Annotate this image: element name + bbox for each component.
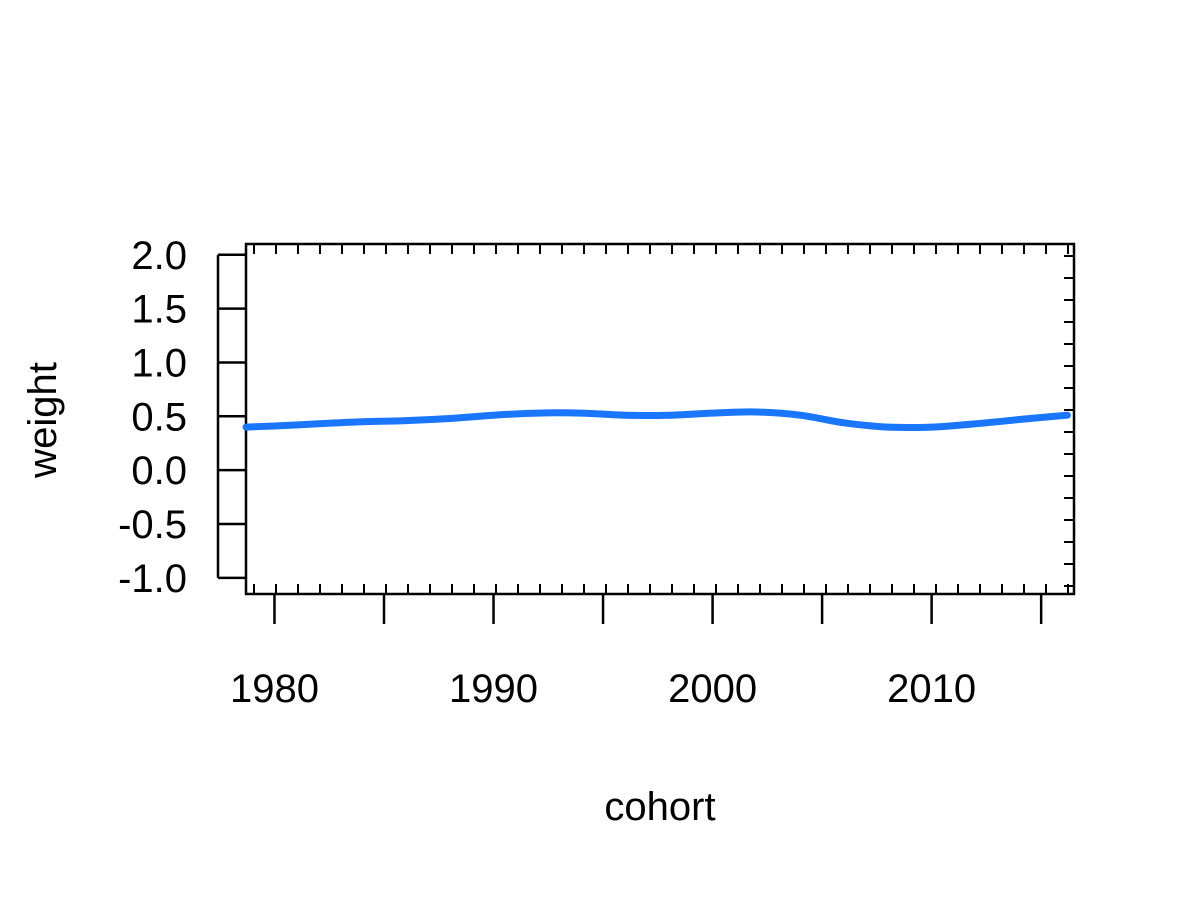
y-tick-label: 1.5	[131, 288, 187, 332]
minor-ticks-bottom	[253, 584, 1069, 594]
y-tick-label: 0.5	[131, 395, 187, 439]
x-tick-label: 2010	[887, 667, 976, 711]
x-axis-label: cohort	[604, 785, 715, 829]
x-axis: 1980 1990 2000 2010	[230, 594, 1043, 711]
series-layer	[242, 408, 1071, 432]
plot-frame	[244, 242, 1076, 596]
x-tick-label: 1990	[449, 667, 538, 711]
y-axis: -1.0 -0.5 0.0 0.5 1.0 1.5 2.0	[118, 234, 246, 601]
y-tick-label: -1.0	[118, 557, 187, 601]
minor-ticks-top	[253, 244, 1069, 254]
y-axis-label: weight	[21, 362, 65, 479]
y-tick-label: -0.5	[118, 503, 187, 547]
x-tick-label: 2000	[668, 667, 757, 711]
x-tick-label: 1980	[230, 667, 319, 711]
series-line	[242, 408, 1071, 432]
y-tick-label: 1.0	[131, 341, 187, 385]
y-tick-label: 2.0	[131, 234, 187, 278]
minor-ticks-right	[1064, 255, 1074, 587]
y-tick-label: 0.0	[131, 449, 187, 493]
